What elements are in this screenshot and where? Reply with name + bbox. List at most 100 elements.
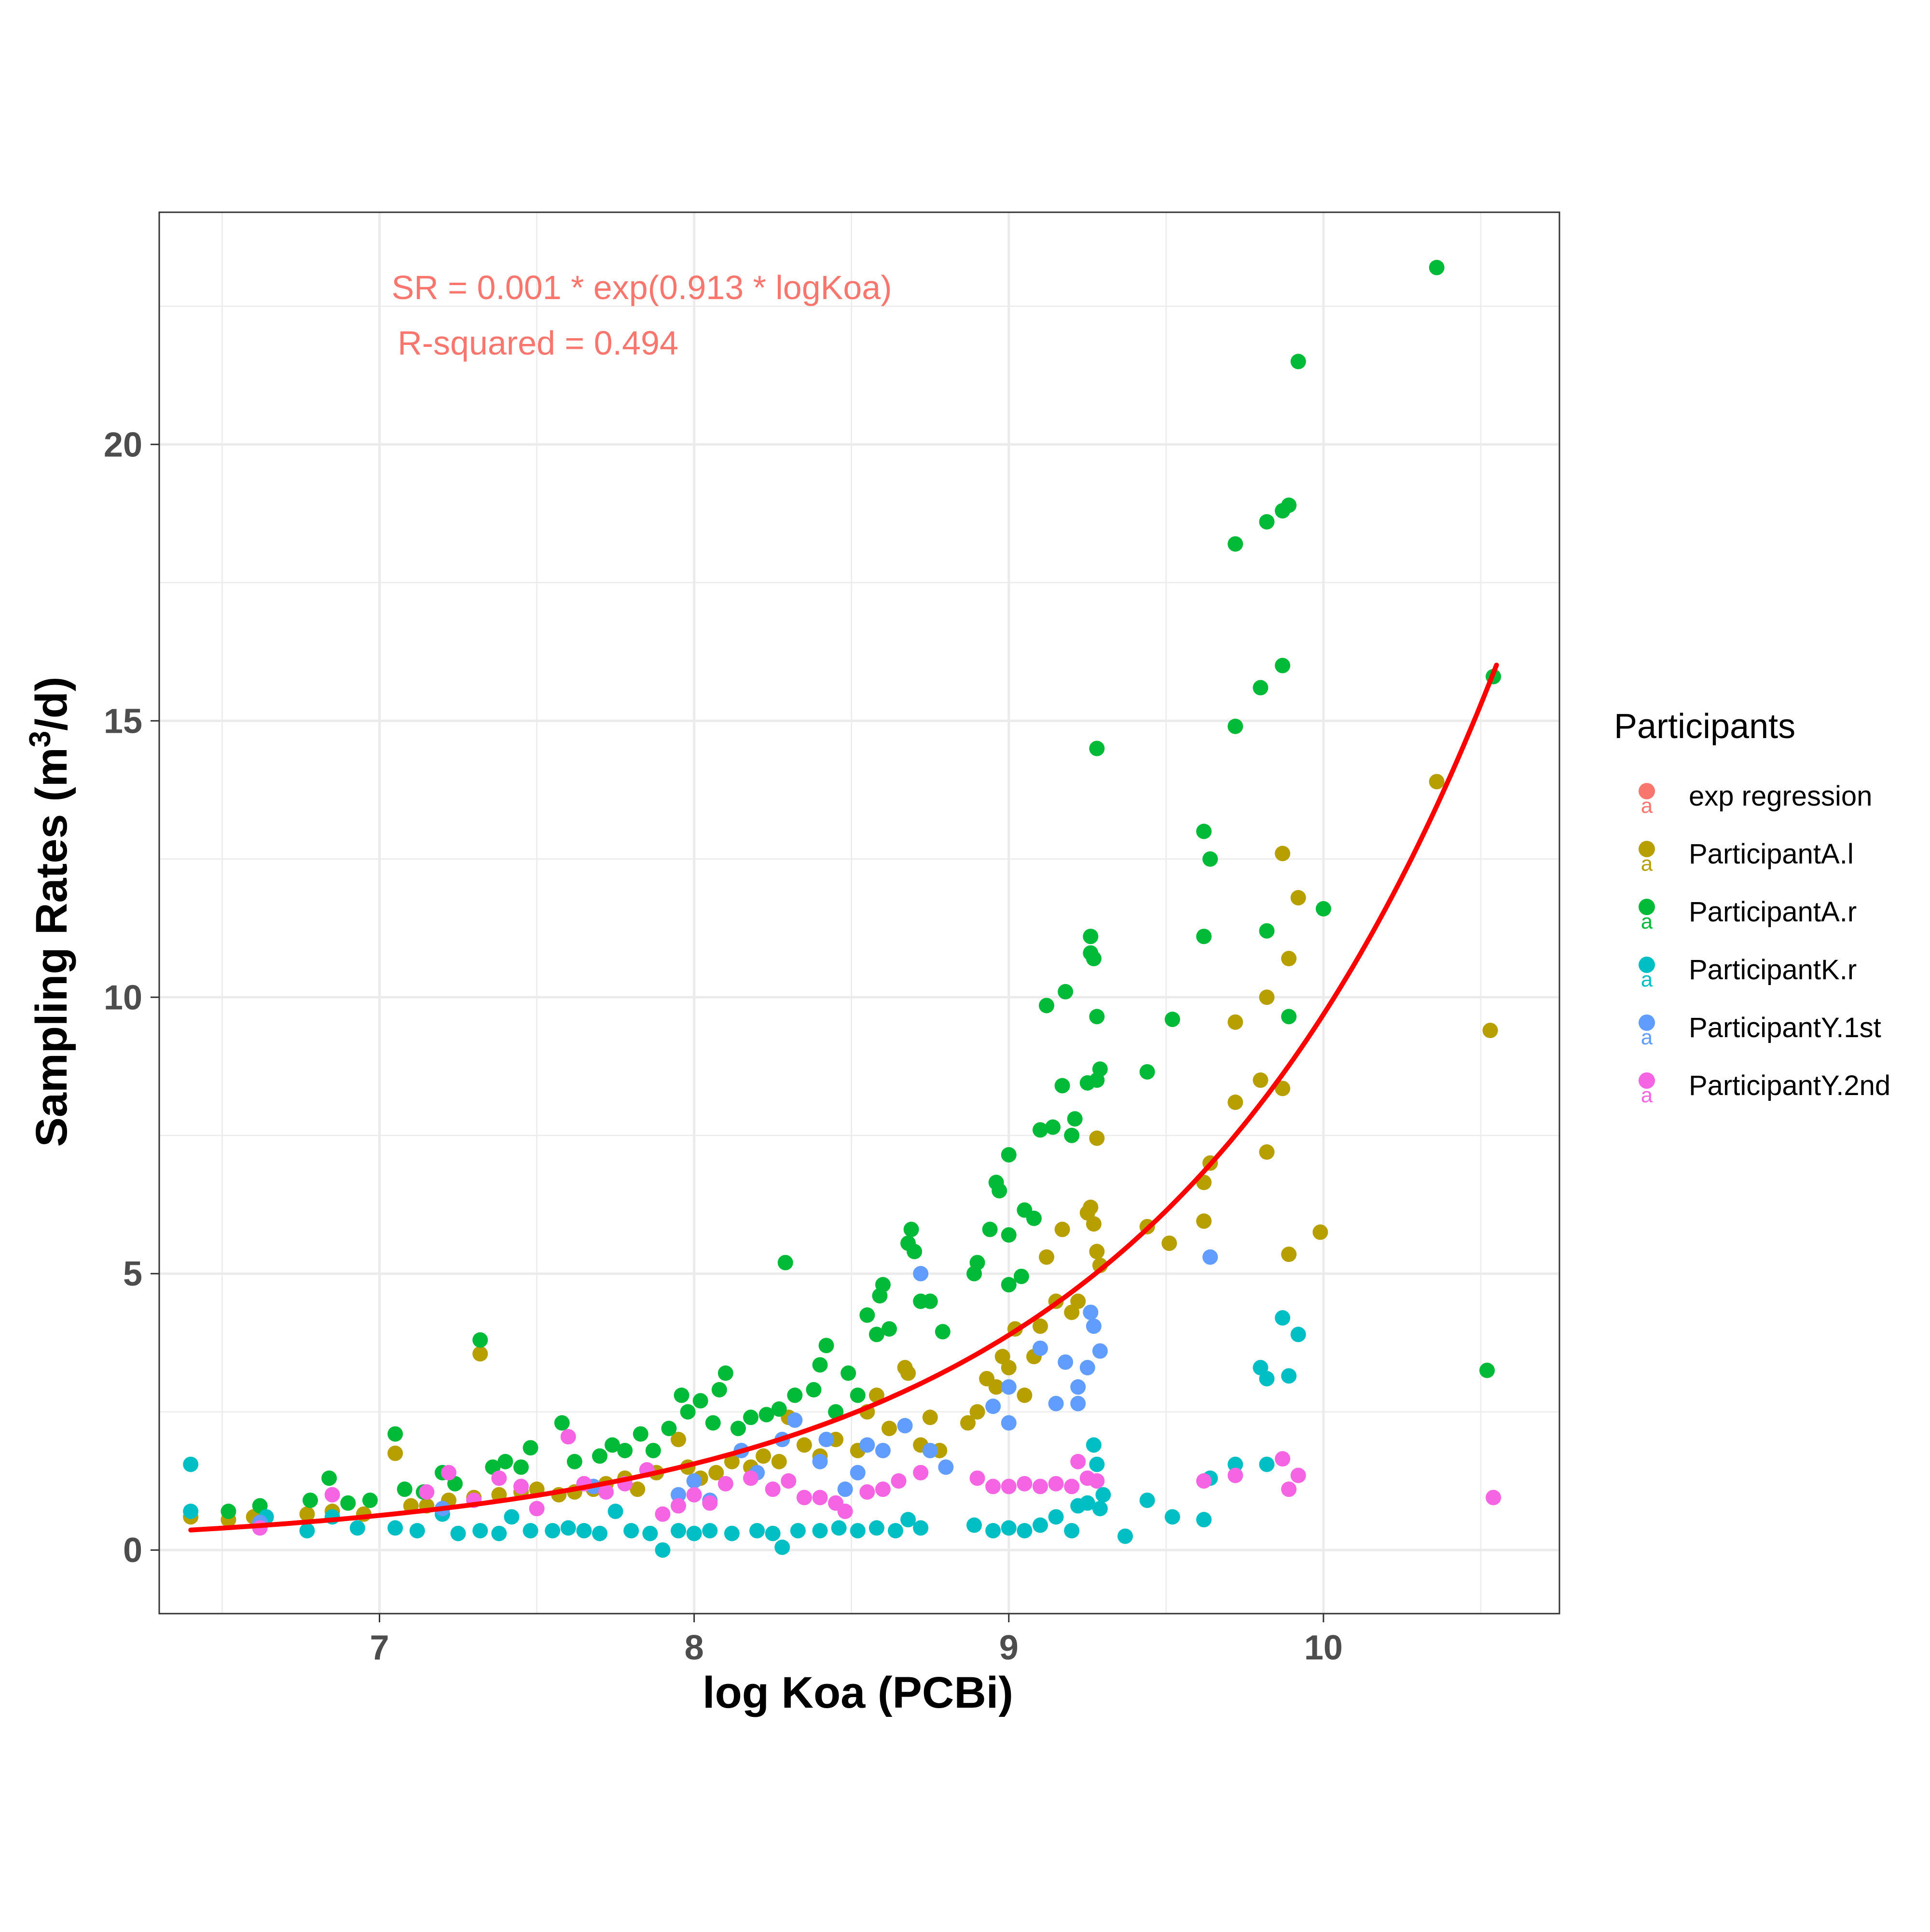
point-participanta-r [922,1293,938,1309]
point-participanty-2nd [419,1484,435,1500]
point-participanty-1st [1083,1304,1099,1320]
point-participanty-1st [1079,1360,1095,1376]
point-participanta-l [1482,1023,1498,1039]
point-participanty-2nd [1048,1476,1064,1492]
legend-key-glyph: a [1641,1083,1653,1107]
point-participantk-r [966,1517,982,1533]
point-participanta-r [692,1393,708,1409]
point-participanta-l [1281,1247,1297,1262]
point-participanty-2nd [671,1498,687,1514]
legend-key-point [1639,1014,1655,1031]
point-participanta-l [868,1387,884,1403]
point-participanty-2nd [743,1470,759,1486]
point-participanty-1st [787,1412,803,1428]
point-participantk-r [812,1523,828,1539]
point-participantk-r [900,1512,916,1528]
point-participantk-r [545,1523,561,1539]
point-participanty-2nd [324,1487,340,1503]
point-participanta-r [711,1382,727,1398]
legend-title: Participants [1614,707,1795,746]
plot-panel [159,212,1559,1614]
point-participanta-l [1083,1199,1099,1215]
point-participantk-r [850,1523,866,1539]
y-tick-label: 5 [123,1255,142,1293]
point-participanta-l [387,1445,403,1461]
point-participanta-r [554,1415,570,1431]
point-participanta-l [1089,1244,1105,1260]
point-participantk-r [1164,1509,1180,1525]
legend-key-glyph: a [1641,1026,1653,1049]
point-participanta-r [1032,1122,1048,1138]
point-participanta-r [771,1401,787,1417]
point-participanta-l [1275,1081,1291,1096]
point-participanta-r [1045,1119,1061,1135]
point-participantk-r [1290,1327,1306,1343]
point-participanty-1st [671,1487,687,1503]
point-participanty-2nd [702,1495,718,1511]
point-participanta-r [903,1221,919,1237]
point-participanty-2nd [1281,1481,1297,1497]
point-participanty-2nd [560,1429,576,1445]
point-participanta-l [1086,1216,1102,1232]
point-participantk-r [623,1523,639,1539]
point-participantk-r [183,1503,199,1519]
point-participantk-r [299,1523,315,1539]
point-participanty-1st [1001,1415,1017,1431]
point-participantk-r [702,1523,718,1539]
points-layer [183,260,1502,1558]
point-participanta-r [1202,851,1218,867]
point-participanta-l [1227,1094,1243,1110]
point-participantk-r [887,1523,903,1539]
point-participanta-r [828,1404,844,1420]
point-participanta-r [881,1321,897,1337]
point-participantk-r [868,1520,884,1536]
y-axis-label-main: Sampling Rates (m [27,747,76,1147]
y-axis-label: Sampling Rates (m3/d) [24,676,76,1147]
point-participanty-2nd [985,1479,1001,1494]
point-participanta-r [1026,1210,1042,1226]
point-participanta-l [969,1404,985,1420]
legend-key-point [1639,841,1655,857]
point-participanty-1st [837,1481,853,1497]
point-participanta-l [1259,1144,1275,1160]
point-participantk-r [387,1520,403,1536]
point-participantk-r [1196,1512,1212,1528]
point-participanty-2nd [1227,1467,1243,1483]
point-participanta-r [605,1437,620,1453]
point-participanty-1st [850,1465,866,1480]
point-participantk-r [1089,1456,1105,1472]
curve-layer [188,662,1499,1533]
x-tick-label: 10 [1304,1629,1343,1667]
point-participanta-l [796,1437,812,1453]
point-participanty-2nd [717,1476,733,1492]
point-participanta-r [1139,1064,1155,1080]
point-participanty-2nd [891,1473,907,1489]
point-participanty-2nd [1275,1451,1291,1467]
point-participanty-2nd [441,1465,456,1480]
point-participanta-r [1315,901,1331,917]
point-participanty-2nd [1032,1479,1048,1494]
point-participanty-1st [859,1437,875,1453]
point-participantk-r [1017,1523,1033,1539]
regression-curve [188,662,1499,1533]
legend-layer: a exp regression a ParticipantA.l a Participa… [1639,781,1890,1107]
grid-layer [159,212,1559,1614]
point-participanta-r [1227,718,1243,734]
point-participanta-r [1089,740,1105,756]
point-participantk-r [913,1520,929,1536]
point-participantk-r [642,1525,658,1541]
point-participantk-r [472,1523,488,1539]
legend-key-glyph: a [1641,794,1653,818]
y-axis-label-tail: /d) [27,676,76,730]
point-participanty-2nd [812,1490,828,1506]
point-participanta-r [969,1255,985,1271]
point-participanty-1st [1001,1379,1017,1395]
y-tick-label: 15 [104,702,142,740]
point-participantk-r [504,1509,520,1525]
point-participanta-r [1013,1268,1029,1284]
legend-key-glyph: a [1641,910,1653,933]
point-participantk-r [765,1525,781,1541]
point-participanty-2nd [1290,1467,1306,1483]
